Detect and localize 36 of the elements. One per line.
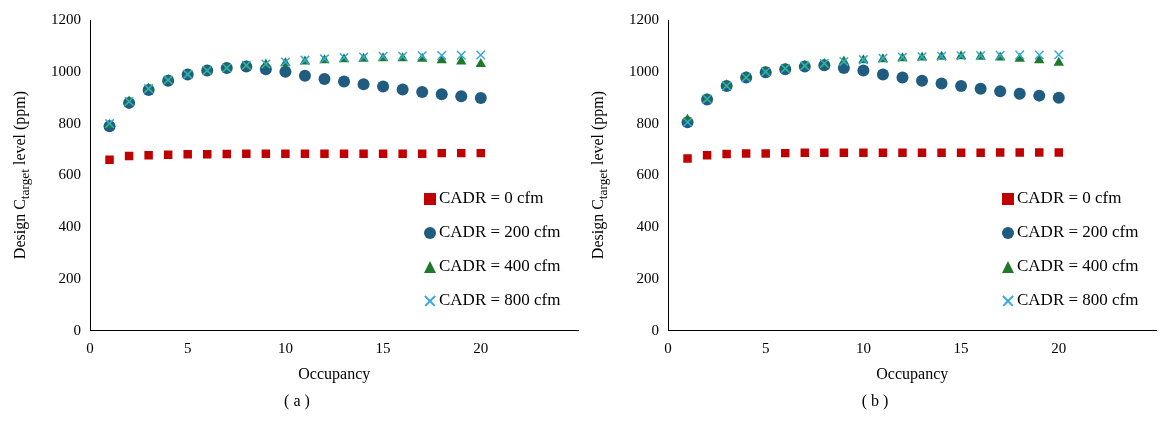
y-tick-label: 400: [636, 218, 659, 235]
legend-label: CADR = 400 cfm: [438, 254, 561, 277]
legend-label: CADR = 400 cfm: [1016, 254, 1139, 277]
x-tick-label: 15: [953, 339, 969, 356]
legend-label: CADR = 800 cfm: [1016, 288, 1139, 311]
x-tick-label: 0: [664, 339, 672, 356]
x-tick-label: 10: [277, 339, 293, 356]
y-tick-label: 800: [636, 114, 659, 131]
y-tick-label: 0: [651, 321, 659, 338]
y-tick-label: 800: [58, 114, 81, 131]
y-tick-label: 600: [636, 166, 659, 183]
legend-label: CADR = 800 cfm: [438, 288, 561, 311]
x-tick-label: 15: [375, 339, 391, 356]
x-tick-label: 10: [855, 339, 871, 356]
x-axis-title: Occupancy: [876, 364, 949, 383]
legend-label: CADR = 200 cfm: [1016, 220, 1139, 243]
x-tick-label: 0: [86, 339, 94, 356]
legend-label: CADR = 200 cfm: [438, 220, 561, 243]
y-tick-label: 1000: [51, 62, 81, 79]
x-tick-label: 5: [183, 339, 192, 356]
x-tick-label: 20: [473, 339, 489, 356]
y-tick-label: 400: [58, 218, 81, 235]
text: ( a ): [283, 392, 311, 410]
x-axis-title: Occupancy: [298, 364, 371, 383]
y-tick-label: 0: [73, 321, 81, 338]
y-tick-label: 600: [58, 166, 81, 183]
legend-label: CADR = 0 cfm: [438, 186, 545, 209]
y-tick-label: 200: [58, 269, 81, 286]
legend-label: CADR = 0 cfm: [1016, 186, 1123, 209]
y-tick-label: 200: [636, 269, 659, 286]
y-tick-label: 1200: [629, 10, 659, 27]
y-tick-label: 1200: [51, 10, 81, 27]
x-tick-label: 20: [1051, 339, 1067, 356]
text: ( b ): [860, 392, 890, 410]
x-tick-label: 5: [761, 339, 770, 356]
y-tick-label: 1000: [629, 62, 659, 79]
